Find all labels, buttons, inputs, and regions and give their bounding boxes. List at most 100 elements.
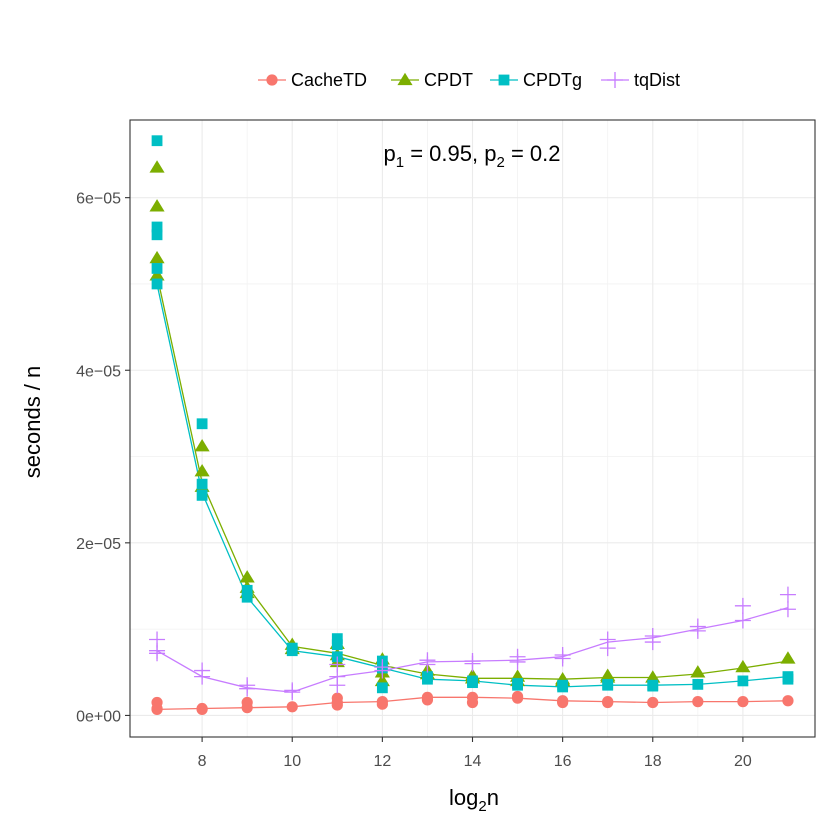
cpdt-point bbox=[690, 665, 706, 678]
legend: CacheTD CPDT CPDTg tqDist bbox=[258, 70, 680, 90]
legend-key-circle bbox=[266, 74, 278, 86]
legend-key-triangle bbox=[397, 72, 413, 86]
cpdtg-point bbox=[286, 642, 298, 654]
cpdtg-point bbox=[602, 678, 614, 690]
y-axis-title: seconds / n bbox=[20, 366, 45, 479]
cachetd-point bbox=[511, 690, 524, 703]
cpdt-point bbox=[149, 160, 165, 173]
x-tick-label: 8 bbox=[198, 753, 207, 770]
cpdtg-point bbox=[151, 278, 163, 290]
y-tick-label: 4e−05 bbox=[76, 363, 121, 380]
cpdt-point bbox=[194, 464, 210, 477]
x-tick-label: 12 bbox=[373, 753, 391, 770]
cachetd-point bbox=[331, 692, 343, 704]
legend-label: CPDTg bbox=[523, 70, 582, 90]
tqdist-point bbox=[599, 640, 616, 657]
cpdtg-point bbox=[512, 678, 523, 689]
cpdt-point bbox=[239, 570, 255, 583]
legend-item-cachetd: CacheTD bbox=[258, 70, 367, 90]
cpdt-point bbox=[645, 670, 661, 683]
cpdt-point bbox=[780, 651, 796, 664]
cpdtg-point bbox=[196, 418, 208, 430]
cachetd-point bbox=[466, 696, 479, 709]
cpdtg-point bbox=[647, 680, 659, 692]
tqdist-point bbox=[419, 656, 436, 673]
cachetd-point bbox=[647, 696, 659, 709]
cpdtg-point bbox=[422, 671, 433, 682]
tqdist-point bbox=[284, 684, 301, 701]
tqdist-point bbox=[149, 645, 166, 662]
cachetd-point bbox=[692, 696, 704, 708]
cpdtg-point bbox=[151, 221, 163, 233]
x-tick-label: 10 bbox=[283, 753, 301, 770]
tqdist-point bbox=[239, 680, 256, 697]
cpdtg-point bbox=[467, 677, 478, 689]
cachetd-point bbox=[196, 703, 208, 715]
x-tick-label: 20 bbox=[734, 753, 752, 770]
legend-item-cpdtg: CPDTg bbox=[490, 70, 582, 90]
tqdist-point bbox=[464, 655, 481, 672]
y-tick-label: 6e−05 bbox=[76, 191, 121, 208]
cpdt-point bbox=[149, 268, 165, 281]
x-tick-label: 18 bbox=[644, 753, 662, 770]
p2-subscript: 2 bbox=[496, 154, 504, 171]
legend-item-cpdt: CPDT bbox=[391, 70, 473, 90]
x-axis-title: log2n bbox=[449, 785, 499, 815]
cpdtg-point bbox=[331, 639, 343, 651]
cpdtg-point bbox=[241, 591, 253, 603]
cachetd-point bbox=[602, 696, 614, 709]
cachetd-point bbox=[737, 696, 749, 708]
cpdtg-point bbox=[376, 682, 388, 694]
cpdt-point bbox=[735, 659, 751, 673]
p1-subscript: 1 bbox=[396, 154, 404, 171]
cachetd-point bbox=[557, 696, 569, 709]
legend-key-plus bbox=[607, 72, 623, 88]
cachetd-point bbox=[241, 696, 253, 709]
cpdt-point bbox=[600, 668, 616, 681]
tqdist-point bbox=[509, 653, 526, 670]
p2-value: = 0.2 bbox=[505, 141, 561, 166]
x-axis-title-base: log bbox=[449, 785, 478, 810]
x-tick-label: 16 bbox=[554, 753, 572, 770]
cachetd-point bbox=[286, 701, 298, 713]
x-axis-title-subscript: 2 bbox=[478, 798, 486, 815]
tqdist-point bbox=[779, 586, 796, 603]
x-tick-label: 14 bbox=[464, 753, 482, 770]
cpdtg-point bbox=[196, 489, 208, 501]
p2-label: p bbox=[484, 141, 496, 166]
legend-label: CacheTD bbox=[291, 70, 367, 90]
legend-label: tqDist bbox=[634, 70, 680, 90]
parameter-annotation: p1 = 0.95, p2 = 0.2 bbox=[384, 141, 561, 171]
x-axis-title-variable: n bbox=[487, 785, 499, 810]
cachetd-point bbox=[151, 702, 163, 715]
cpdtg-point bbox=[737, 675, 749, 687]
legend-label: CPDT bbox=[424, 70, 473, 90]
tqdist-point bbox=[194, 668, 211, 685]
tqdist-point bbox=[554, 650, 571, 667]
series-points bbox=[149, 135, 796, 715]
cpdtg-point bbox=[331, 633, 343, 645]
cachetd-point bbox=[421, 694, 434, 706]
y-axis-ticks: 0e+00 2e−05 4e−05 6e−05 bbox=[76, 191, 130, 725]
y-tick-label: 2e−05 bbox=[76, 536, 121, 553]
cpdtg-point bbox=[692, 678, 704, 690]
cpdt-point bbox=[149, 199, 165, 212]
tqdist-point bbox=[779, 601, 796, 618]
tqdist-point bbox=[644, 634, 661, 651]
cachetd-point bbox=[782, 695, 794, 707]
x-axis-ticks: 8 10 12 14 16 18 20 bbox=[198, 737, 752, 770]
cpdtg-point bbox=[557, 679, 569, 691]
cpdt-point bbox=[149, 250, 165, 264]
cpdtg-point bbox=[241, 584, 253, 596]
legend-key-square bbox=[498, 74, 510, 86]
cpdt-point bbox=[194, 438, 210, 452]
cpdtg-point bbox=[151, 135, 163, 147]
cpdtg-point bbox=[151, 229, 163, 241]
cpdtg-point bbox=[196, 478, 208, 490]
y-tick-label: 0e+00 bbox=[76, 708, 121, 725]
p1-value: = 0.95, bbox=[404, 141, 484, 166]
legend-item-tqdist: tqDist bbox=[601, 70, 680, 90]
p1-label: p bbox=[384, 141, 396, 166]
cpdtg-point bbox=[151, 263, 163, 274]
